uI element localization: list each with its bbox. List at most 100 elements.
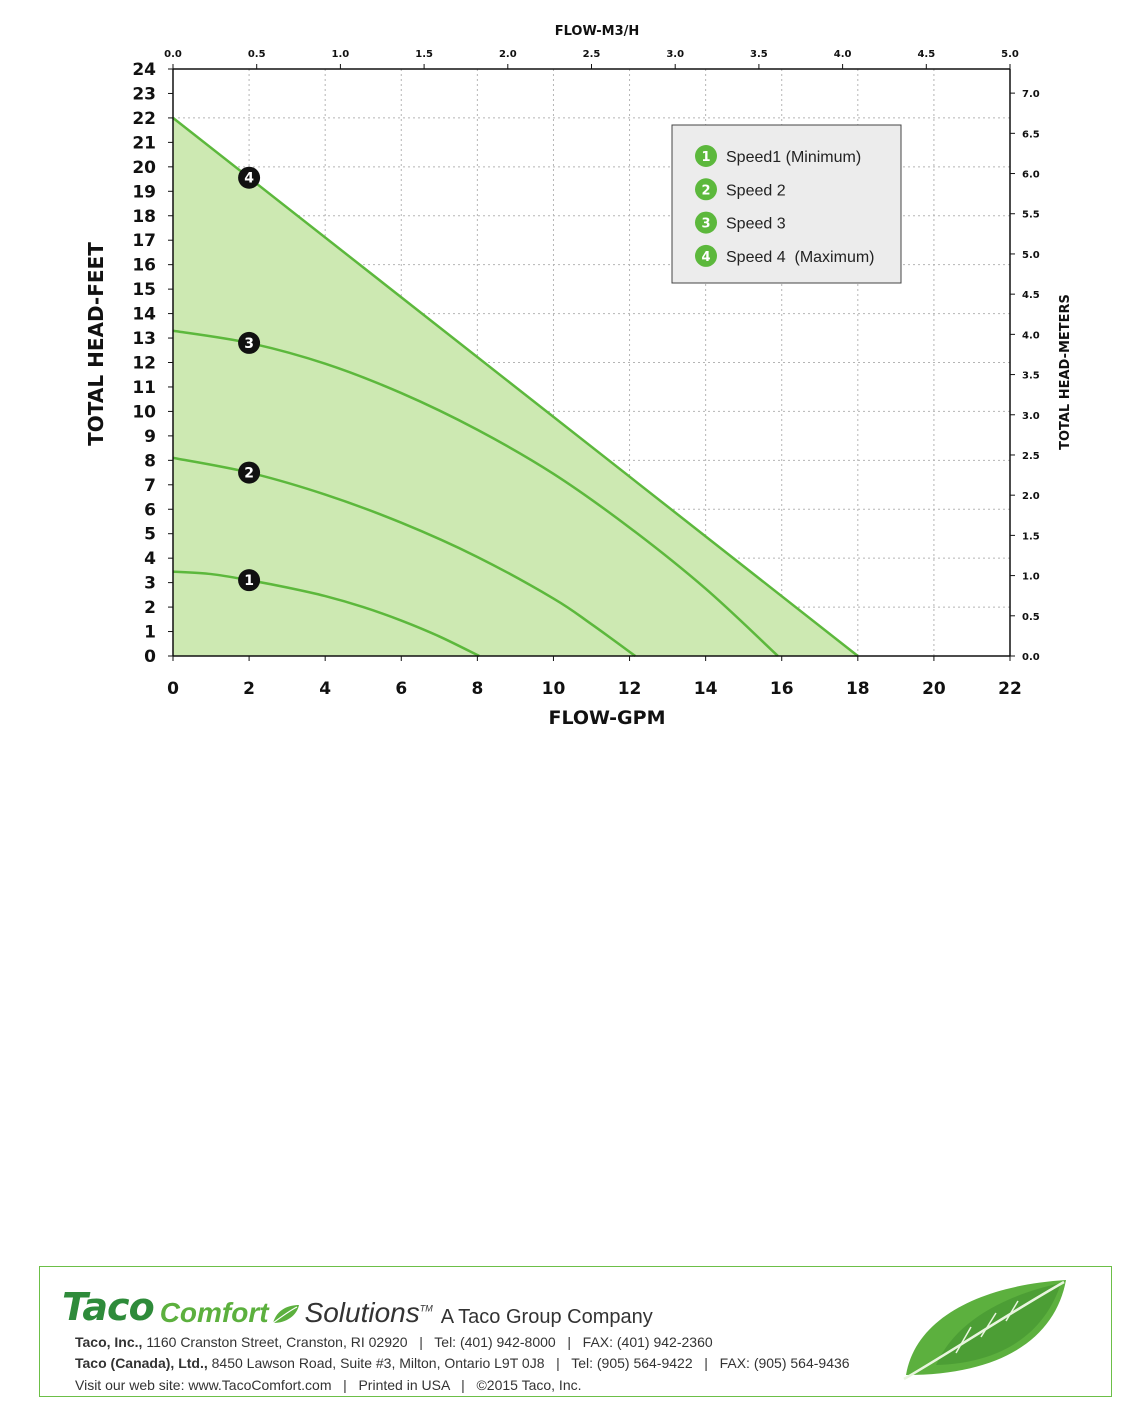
legend-badge-label-4: 4 bbox=[701, 250, 710, 265]
speed-2-marker-label: 2 bbox=[244, 466, 254, 482]
y2-tick-label: 1.5 bbox=[1022, 531, 1040, 542]
legend-badge-2 bbox=[695, 178, 717, 201]
y-tick-label: 22 bbox=[132, 109, 156, 129]
y-tick-label: 20 bbox=[132, 158, 156, 178]
x2-tick-label: 0.0 bbox=[164, 49, 182, 60]
speed-markers: 1 2 3 4 bbox=[238, 166, 261, 592]
x2-tick-label: 0.5 bbox=[248, 49, 266, 60]
x-tick-label: 6 bbox=[395, 679, 407, 699]
y-tick-label: 16 bbox=[132, 256, 156, 276]
y-tick-label: 24 bbox=[132, 60, 156, 80]
x2-tick-label: 4.0 bbox=[834, 49, 852, 60]
y2-tick-label: 2.5 bbox=[1022, 451, 1040, 462]
legend-badge-3 bbox=[695, 211, 717, 234]
company-details-canada: 8450 Lawson Road, Suite #3, Milton, Onta… bbox=[207, 1355, 850, 1371]
y-tick-label: 2 bbox=[144, 598, 156, 618]
speed-3-marker bbox=[238, 331, 261, 354]
speed-4-marker bbox=[238, 166, 261, 189]
speed-1-marker-label: 1 bbox=[244, 573, 254, 589]
speed-4-curve bbox=[172, 116, 859, 657]
legend-badge-1 bbox=[695, 145, 717, 167]
y-tick-label: 8 bbox=[144, 451, 156, 471]
speed-2-marker bbox=[238, 461, 261, 484]
x-tick-label: 4 bbox=[319, 679, 331, 699]
y2-tick-label: 0.5 bbox=[1022, 612, 1040, 623]
legend-entry-2: Speed 2 bbox=[726, 182, 786, 199]
y2-tick-label: 1.0 bbox=[1022, 572, 1040, 583]
footer-line-taco-inc: Taco, Inc., 1160 Cranston Street, Cranst… bbox=[75, 1334, 713, 1350]
legend-entry-4: Speed 4 (Maximum) bbox=[726, 249, 875, 266]
y2-tick-label: 4.5 bbox=[1022, 290, 1040, 301]
y-tick-label: 19 bbox=[132, 182, 156, 202]
axes: 0 2 4 6 8 10 12 14 16 18 20 22012345678910111213141… bbox=[132, 49, 1039, 699]
x-tick-label: 8 bbox=[471, 679, 483, 699]
y-tick-label: 10 bbox=[132, 402, 156, 422]
y-tick-label: 7 bbox=[144, 476, 156, 496]
y-tick-label: 12 bbox=[132, 354, 156, 374]
y-tick-label: 14 bbox=[132, 305, 156, 325]
y-tick-label: 9 bbox=[144, 427, 156, 447]
x-tick-label: 18 bbox=[846, 679, 870, 699]
y-tick-label: 4 bbox=[144, 549, 156, 569]
x2-axis-title: FLOW-M3/H bbox=[555, 24, 640, 39]
y-tick-label: 23 bbox=[132, 84, 156, 104]
y-tick-label: 15 bbox=[132, 280, 156, 300]
y2-tick-label: 3.5 bbox=[1022, 371, 1040, 382]
x2-tick-label: 4.5 bbox=[917, 49, 935, 60]
brand-solutions: SolutionsTM bbox=[304, 1297, 433, 1328]
brand-logo: Taco Comfort SolutionsTM A Taco Group Co… bbox=[62, 1279, 653, 1329]
brand-taco: Taco bbox=[62, 1285, 155, 1329]
trademark-mark: TM bbox=[419, 1303, 433, 1314]
y2-tick-label: 0.0 bbox=[1022, 652, 1040, 663]
y-tick-label: 13 bbox=[132, 329, 156, 349]
legend-entry-3: Speed 3 bbox=[726, 216, 786, 233]
leaf-icon bbox=[903, 1280, 1066, 1381]
y2-tick-label: 5.5 bbox=[1022, 210, 1040, 221]
legend-badge-label-3: 3 bbox=[701, 217, 710, 232]
speed-3-marker-label: 3 bbox=[244, 336, 254, 352]
y-tick-label: 6 bbox=[144, 500, 156, 520]
footer-line-taco-canada: Taco (Canada), Ltd., 8450 Lawson Road, S… bbox=[75, 1355, 850, 1371]
x2-tick-label: 2.0 bbox=[499, 49, 517, 60]
footer: Taco Comfort SolutionsTM A Taco Group Co… bbox=[39, 1266, 1112, 1397]
legend-badge-4 bbox=[695, 244, 717, 267]
y-tick-label: 0 bbox=[144, 647, 156, 667]
y2-tick-label: 4.0 bbox=[1022, 330, 1040, 341]
x-tick-label: 2 bbox=[243, 679, 255, 699]
y2-axis-title: TOTAL HEAD-METERS bbox=[1058, 294, 1073, 450]
company-details-us: 1160 Cranston Street, Cranston, RI 02920… bbox=[142, 1334, 713, 1350]
x2-tick-label: 3.0 bbox=[666, 49, 684, 60]
x-tick-label: 10 bbox=[542, 679, 566, 699]
x2-tick-label: 1.0 bbox=[332, 49, 350, 60]
company-name-us: Taco, Inc., bbox=[75, 1334, 143, 1350]
y-tick-label: 11 bbox=[132, 378, 156, 398]
company-name-canada: Taco (Canada), Ltd., bbox=[75, 1355, 208, 1371]
pump-curve-chart: 0 2 4 6 8 10 12 14 16 18 20 22012345678910111213141… bbox=[84, 24, 1073, 729]
speed-1-marker bbox=[238, 569, 261, 592]
brand-group: A Taco Group Company bbox=[440, 1306, 653, 1328]
speed-3-curve bbox=[172, 329, 779, 657]
x-tick-label: 16 bbox=[770, 679, 794, 699]
x2-tick-label: 5.0 bbox=[1001, 49, 1019, 60]
x-tick-label: 12 bbox=[618, 679, 642, 699]
y-tick-label: 3 bbox=[144, 574, 156, 594]
speed-4-marker-label: 4 bbox=[244, 171, 254, 187]
y-axis-title: TOTAL HEAD-FEET bbox=[84, 242, 108, 446]
brand-comfort: Comfort bbox=[159, 1297, 269, 1328]
y2-tick-label: 7.0 bbox=[1022, 89, 1040, 100]
x-tick-label: 0 bbox=[167, 679, 179, 699]
footer-line-website: Visit our web site: www.TacoComfort.com … bbox=[75, 1377, 582, 1393]
y-tick-label: 17 bbox=[132, 231, 156, 251]
x2-tick-label: 3.5 bbox=[750, 49, 768, 60]
legend-entry-1: Speed1 (Minimum) bbox=[726, 149, 861, 166]
x-tick-label: 20 bbox=[922, 679, 946, 699]
x2-tick-label: 2.5 bbox=[583, 49, 601, 60]
x2-tick-label: 1.5 bbox=[415, 49, 433, 60]
y-tick-label: 18 bbox=[132, 207, 156, 227]
legend: 1 Speed1 (Minimum) 2 Speed 2 3 Speed 3 4 Speed … bbox=[671, 124, 902, 284]
y2-tick-label: 3.0 bbox=[1022, 411, 1040, 422]
legend-badge-label-1: 1 bbox=[701, 150, 710, 165]
legend-badge-label-2: 2 bbox=[701, 183, 710, 198]
y2-tick-label: 6.5 bbox=[1022, 129, 1040, 140]
y2-tick-label: 6.0 bbox=[1022, 170, 1040, 181]
